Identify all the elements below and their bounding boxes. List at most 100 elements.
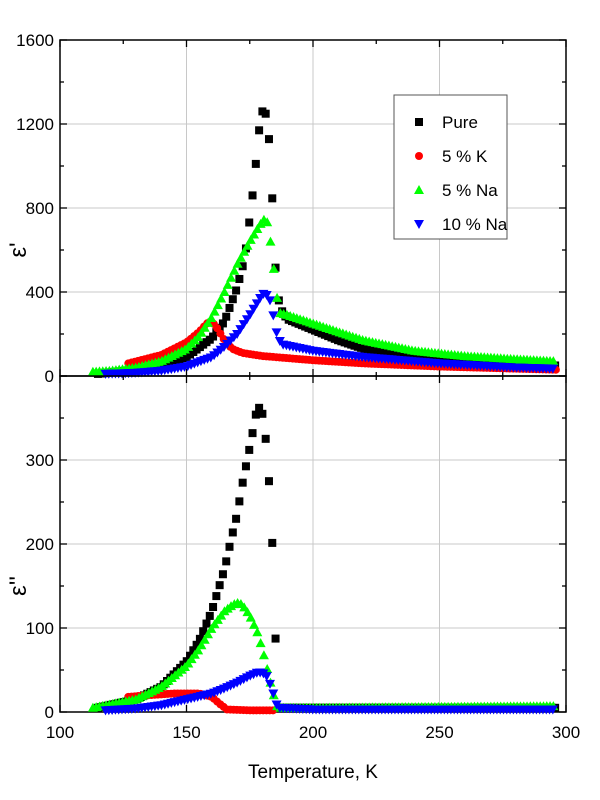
data-point: [196, 640, 207, 650]
data-point: [199, 634, 210, 644]
data-point: [255, 126, 264, 135]
series-10-na: [100, 289, 558, 379]
x-tick-label: 300: [552, 723, 580, 742]
data-point: [212, 592, 221, 601]
data-point: [245, 234, 256, 244]
data-point: [245, 445, 254, 454]
legend: Pure 5 % K 5 % Na 10 % Na: [393, 94, 508, 240]
data-point: [189, 646, 198, 655]
y-tick-label: 800: [26, 199, 54, 218]
legend-label: 5 % K: [442, 147, 488, 166]
data-point: [248, 304, 259, 314]
data-point: [251, 299, 262, 309]
data-point: [212, 300, 223, 310]
data-point: [239, 246, 250, 256]
data-point: [186, 651, 195, 660]
legend-label: Pure: [442, 113, 478, 132]
data-point: [206, 623, 217, 633]
data-point: [222, 557, 231, 566]
data-point: [235, 497, 244, 506]
y-tick-label: 400: [26, 283, 54, 302]
data-point: [203, 317, 214, 327]
data-point: [206, 312, 217, 322]
legend-label: 5 % Na: [442, 181, 498, 200]
data-point: [212, 328, 221, 337]
data-point: [202, 619, 211, 628]
legend-marker: [415, 118, 423, 126]
data-point: [268, 311, 279, 321]
series-pure: [93, 403, 560, 712]
data-point: [232, 286, 241, 295]
data-point: [226, 272, 237, 282]
data-point: [225, 542, 234, 551]
y-tick-label: 0: [45, 703, 54, 722]
data-point: [261, 109, 270, 118]
data-point: [219, 287, 230, 296]
data-point: [264, 296, 275, 306]
legend-marker: [414, 220, 424, 229]
data-point: [216, 293, 227, 303]
x-axis-label: Temperature, K: [248, 762, 378, 783]
data-point: [547, 705, 558, 715]
data-point: [261, 434, 270, 443]
data-point: [222, 279, 233, 289]
data-point: [199, 322, 210, 332]
data-point: [264, 135, 273, 144]
data-point: [192, 640, 201, 649]
data-point: [271, 634, 280, 643]
data-point: [264, 477, 273, 486]
data-point: [265, 236, 276, 246]
data-point: [209, 306, 220, 316]
x-tick-label: 250: [425, 723, 453, 742]
data-point: [199, 627, 208, 636]
y-tick-label: 0: [45, 367, 54, 386]
data-point: [232, 514, 241, 523]
data-point: [218, 570, 227, 579]
x-tick-label: 150: [172, 723, 200, 742]
data-point: [268, 538, 277, 547]
data-point: [218, 319, 227, 328]
legend-marker: [415, 152, 423, 160]
data-point: [195, 634, 204, 643]
data-point: [242, 240, 253, 250]
data-point: [547, 364, 558, 374]
data-point: [203, 629, 214, 639]
y-tick-label: 1600: [16, 31, 54, 50]
legend-marker: [414, 185, 424, 194]
data-point: [235, 252, 246, 262]
data-point: [548, 356, 559, 366]
y-tick-label: 200: [26, 535, 54, 554]
data-point: [241, 462, 250, 471]
data-point: [268, 194, 277, 203]
data-point: [235, 274, 244, 283]
data-point: [225, 303, 234, 312]
y-tick-label: 100: [26, 619, 54, 638]
legend-label: 10 % Na: [442, 215, 508, 234]
data-point: [262, 217, 273, 227]
data-point: [264, 679, 275, 689]
x-tick-label: 200: [299, 723, 327, 742]
series-10-na: [100, 668, 558, 716]
data-point: [251, 410, 260, 419]
data-point: [272, 292, 283, 302]
data-point: [215, 581, 224, 590]
data-point: [222, 312, 231, 321]
data-point: [252, 224, 263, 233]
panel-top: 0 400 800 1200 1600 ε' Pure 5 % K 5 % Na 10 % Na: [5, 31, 567, 386]
data-point: [249, 229, 260, 239]
data-point: [182, 657, 191, 666]
data-point: [258, 409, 267, 418]
data-point: [238, 478, 247, 487]
data-point: [232, 258, 243, 268]
data-point: [249, 619, 260, 629]
data-point: [228, 295, 237, 304]
y-axis-label: ε'': [5, 576, 32, 596]
data-point: [268, 263, 279, 273]
legend-box: [393, 94, 508, 240]
data-point: [196, 327, 207, 337]
data-point: [261, 672, 272, 682]
data-point: [255, 403, 264, 412]
data-point: [248, 191, 257, 200]
